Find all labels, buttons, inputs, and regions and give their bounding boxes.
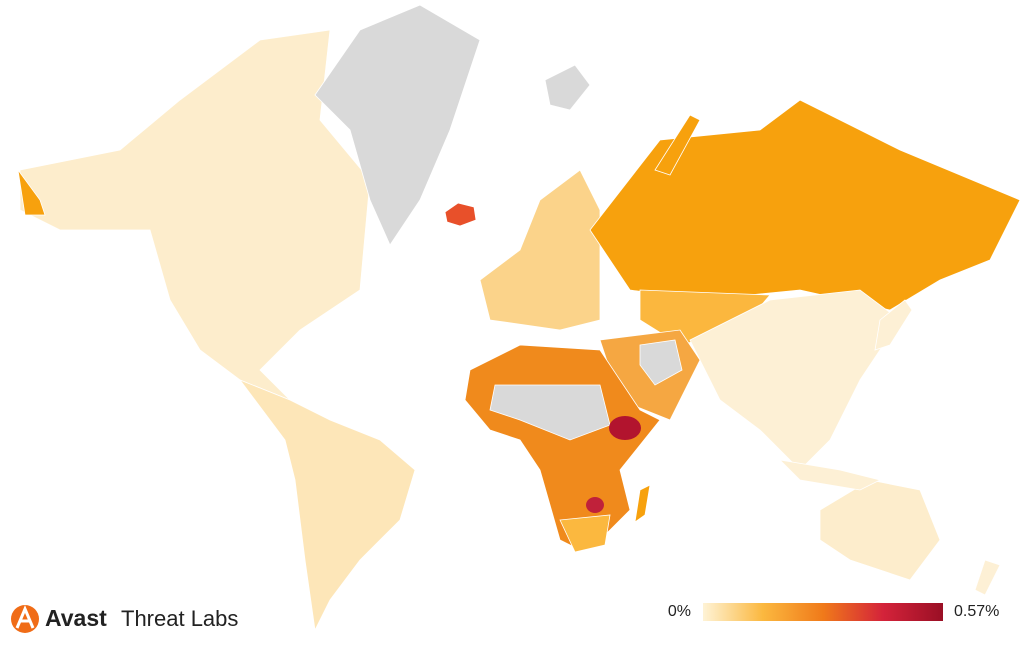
brand: Avast Threat Labs [11, 605, 238, 633]
south-africa [559, 514, 611, 553]
japan [874, 299, 913, 351]
novaya-zemlya [654, 114, 701, 176]
alaska-tip [17, 169, 46, 216]
iran [639, 339, 683, 386]
sahel [489, 384, 611, 441]
legend-min-label: 0% [668, 603, 691, 620]
legend-max-label: 0.57% [954, 603, 999, 620]
zimbabwe [586, 497, 604, 513]
russia [589, 99, 1021, 311]
madagascar [634, 484, 651, 523]
brand-name: Avast [45, 605, 107, 631]
south-america [238, 379, 416, 632]
legend: 0% 0.57% [668, 603, 999, 621]
iceland [444, 202, 477, 227]
legend-bar [703, 603, 943, 621]
greenland [314, 4, 481, 246]
indonesia [778, 459, 882, 491]
world-map [17, 4, 1021, 632]
logo-mark [15, 605, 35, 629]
europe [479, 169, 601, 331]
australia [819, 479, 941, 581]
brand-product: Threat Labs [121, 606, 238, 631]
ethiopia [609, 416, 641, 440]
asia [689, 289, 901, 471]
svalbard [544, 64, 591, 111]
new-zealand [974, 559, 1001, 596]
north-america [19, 29, 371, 401]
